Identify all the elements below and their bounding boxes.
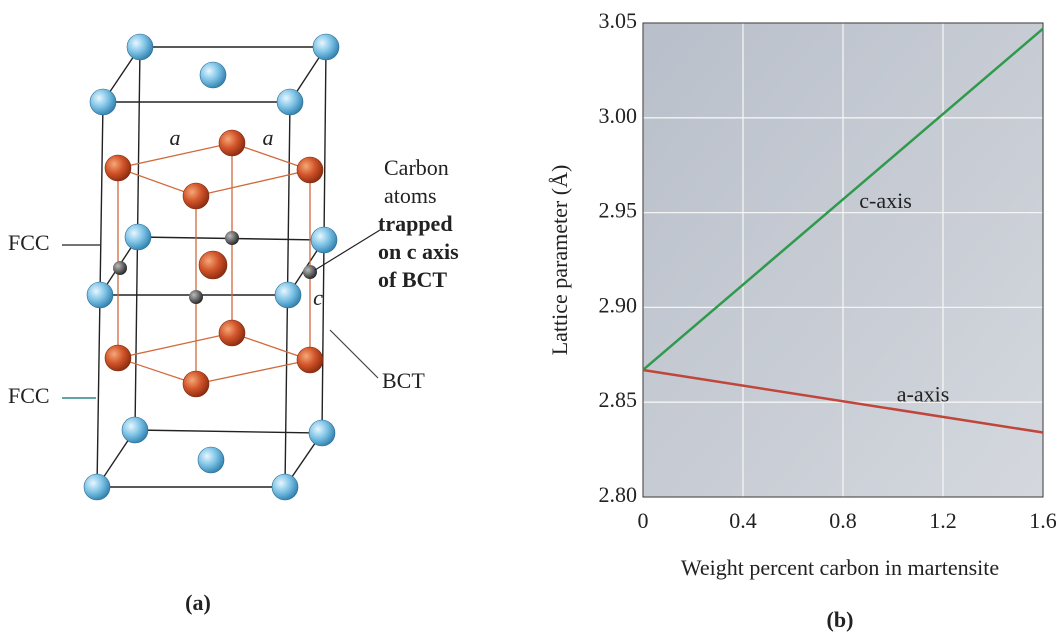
bct-top — [115, 142, 313, 197]
panel-label: (b) — [827, 607, 854, 632]
carbon-atoms — [113, 231, 317, 304]
carbon-note: atoms — [384, 183, 437, 208]
annotation: c-axis — [859, 188, 912, 213]
crystal-diagram: a a c FCC FCC BCT Carbon atoms trapped o… — [8, 33, 459, 615]
carbon-note: Carbon — [384, 155, 449, 180]
bct-bottom — [115, 332, 313, 385]
carbon-note: of BCT — [378, 267, 447, 292]
x-tick-label: 1.6 — [1029, 508, 1057, 533]
y-tick-label: 3.05 — [599, 8, 638, 33]
fcc-atoms — [83, 33, 340, 501]
y-tick-label: 2.80 — [599, 482, 638, 507]
carbon-note: on c axis — [378, 239, 459, 264]
y-axis-label: Lattice parameter (Å) — [547, 165, 572, 356]
edge-label: c — [313, 285, 323, 310]
x-tick-label: 1.2 — [929, 508, 957, 533]
x-tick-label: 0 — [638, 508, 649, 533]
panel-label: (a) — [185, 590, 211, 615]
edge-label: a — [263, 125, 274, 150]
y-tick-label: 2.90 — [599, 292, 638, 317]
edge-label: a — [170, 125, 181, 150]
leader-line — [314, 229, 381, 271]
y-tick-label: 3.00 — [599, 103, 638, 128]
plot-frame — [642, 22, 1044, 498]
carbon-note: trapped — [378, 211, 453, 236]
line-chart: Weight percent carbon in martensite Latt… — [547, 8, 1057, 632]
bct-atoms — [104, 129, 324, 398]
leader-line — [329, 329, 379, 379]
y-tick-label: 2.85 — [599, 387, 638, 412]
bct-label: BCT — [382, 368, 425, 393]
x-axis-label: Weight percent carbon in martensite — [681, 555, 999, 580]
series-line — [642, 368, 1044, 434]
series-line — [642, 27, 1044, 371]
x-tick-label: 0.4 — [729, 508, 757, 533]
x-tick-label: 0.8 — [829, 508, 857, 533]
fcc-label: FCC — [8, 383, 50, 408]
fcc-label: FCC — [8, 230, 50, 255]
y-tick-label: 2.95 — [599, 198, 638, 223]
annotation: a-axis — [897, 382, 950, 407]
